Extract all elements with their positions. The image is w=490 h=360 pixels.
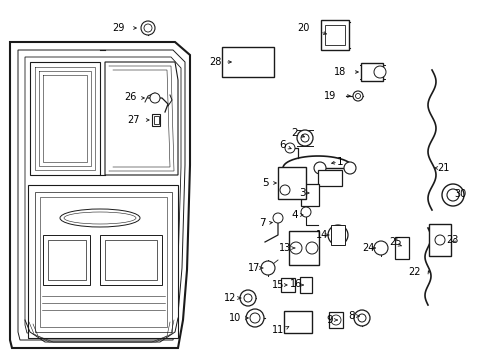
Bar (284, 311, 312, 333)
Text: 23: 23 (446, 235, 458, 245)
Text: 7: 7 (259, 218, 265, 228)
Text: 14: 14 (316, 230, 328, 240)
Bar (395, 237, 409, 259)
Circle shape (353, 91, 363, 101)
Text: 1: 1 (337, 157, 343, 167)
Circle shape (280, 185, 290, 195)
Circle shape (358, 314, 366, 322)
Circle shape (301, 134, 309, 142)
Bar (361, 63, 383, 81)
Circle shape (301, 207, 311, 217)
Text: 12: 12 (224, 293, 236, 303)
Polygon shape (30, 62, 100, 175)
Circle shape (374, 66, 386, 78)
Circle shape (354, 310, 370, 326)
Text: 9: 9 (327, 315, 333, 325)
Circle shape (356, 94, 361, 99)
Bar (301, 184, 319, 206)
Polygon shape (100, 235, 162, 285)
Circle shape (244, 294, 252, 302)
Bar (278, 167, 306, 199)
Circle shape (285, 143, 295, 153)
Text: 19: 19 (324, 91, 336, 101)
Text: 27: 27 (127, 115, 139, 125)
Text: 24: 24 (362, 243, 374, 253)
Bar (281, 278, 295, 292)
Bar (318, 170, 342, 186)
Circle shape (306, 242, 318, 254)
Circle shape (150, 93, 160, 103)
Circle shape (314, 162, 326, 174)
Text: 20: 20 (297, 23, 309, 33)
Text: 15: 15 (272, 280, 284, 290)
Ellipse shape (64, 212, 136, 224)
Text: 5: 5 (262, 178, 269, 188)
Text: 25: 25 (389, 237, 401, 247)
Text: 11: 11 (272, 325, 284, 335)
Circle shape (141, 21, 155, 35)
Text: 29: 29 (112, 23, 124, 33)
Circle shape (447, 189, 459, 201)
Bar (331, 225, 345, 245)
Bar (300, 277, 312, 293)
Text: 6: 6 (280, 140, 286, 150)
Circle shape (290, 242, 302, 254)
Polygon shape (105, 62, 178, 175)
Bar (222, 47, 274, 77)
Bar (325, 25, 345, 45)
Polygon shape (28, 185, 178, 338)
Circle shape (261, 261, 275, 275)
Text: 17: 17 (248, 263, 260, 273)
Bar (329, 312, 343, 328)
Bar (429, 224, 451, 256)
Text: 3: 3 (299, 188, 305, 198)
Circle shape (246, 309, 264, 327)
Polygon shape (43, 235, 90, 285)
Text: 4: 4 (292, 210, 298, 220)
Text: 16: 16 (290, 279, 302, 289)
Circle shape (435, 235, 445, 245)
Bar (152, 114, 160, 126)
Text: 2: 2 (292, 128, 298, 138)
Circle shape (333, 230, 343, 240)
Circle shape (442, 184, 464, 206)
Bar (153, 116, 158, 124)
Text: 22: 22 (408, 267, 420, 277)
Text: 10: 10 (229, 313, 241, 323)
Text: 21: 21 (437, 163, 449, 173)
Bar (289, 231, 319, 265)
Circle shape (297, 130, 313, 146)
Circle shape (331, 315, 341, 325)
Text: 28: 28 (209, 57, 221, 67)
Text: 18: 18 (334, 67, 346, 77)
Ellipse shape (60, 209, 140, 227)
Text: 8: 8 (349, 311, 355, 321)
Circle shape (344, 162, 356, 174)
Circle shape (144, 24, 152, 32)
Text: 13: 13 (279, 243, 291, 253)
Circle shape (374, 241, 388, 255)
Circle shape (250, 313, 260, 323)
Circle shape (273, 213, 283, 223)
Circle shape (240, 290, 256, 306)
Bar (321, 20, 349, 50)
Circle shape (328, 225, 348, 245)
Text: 26: 26 (124, 92, 136, 102)
Text: 30: 30 (454, 189, 466, 199)
